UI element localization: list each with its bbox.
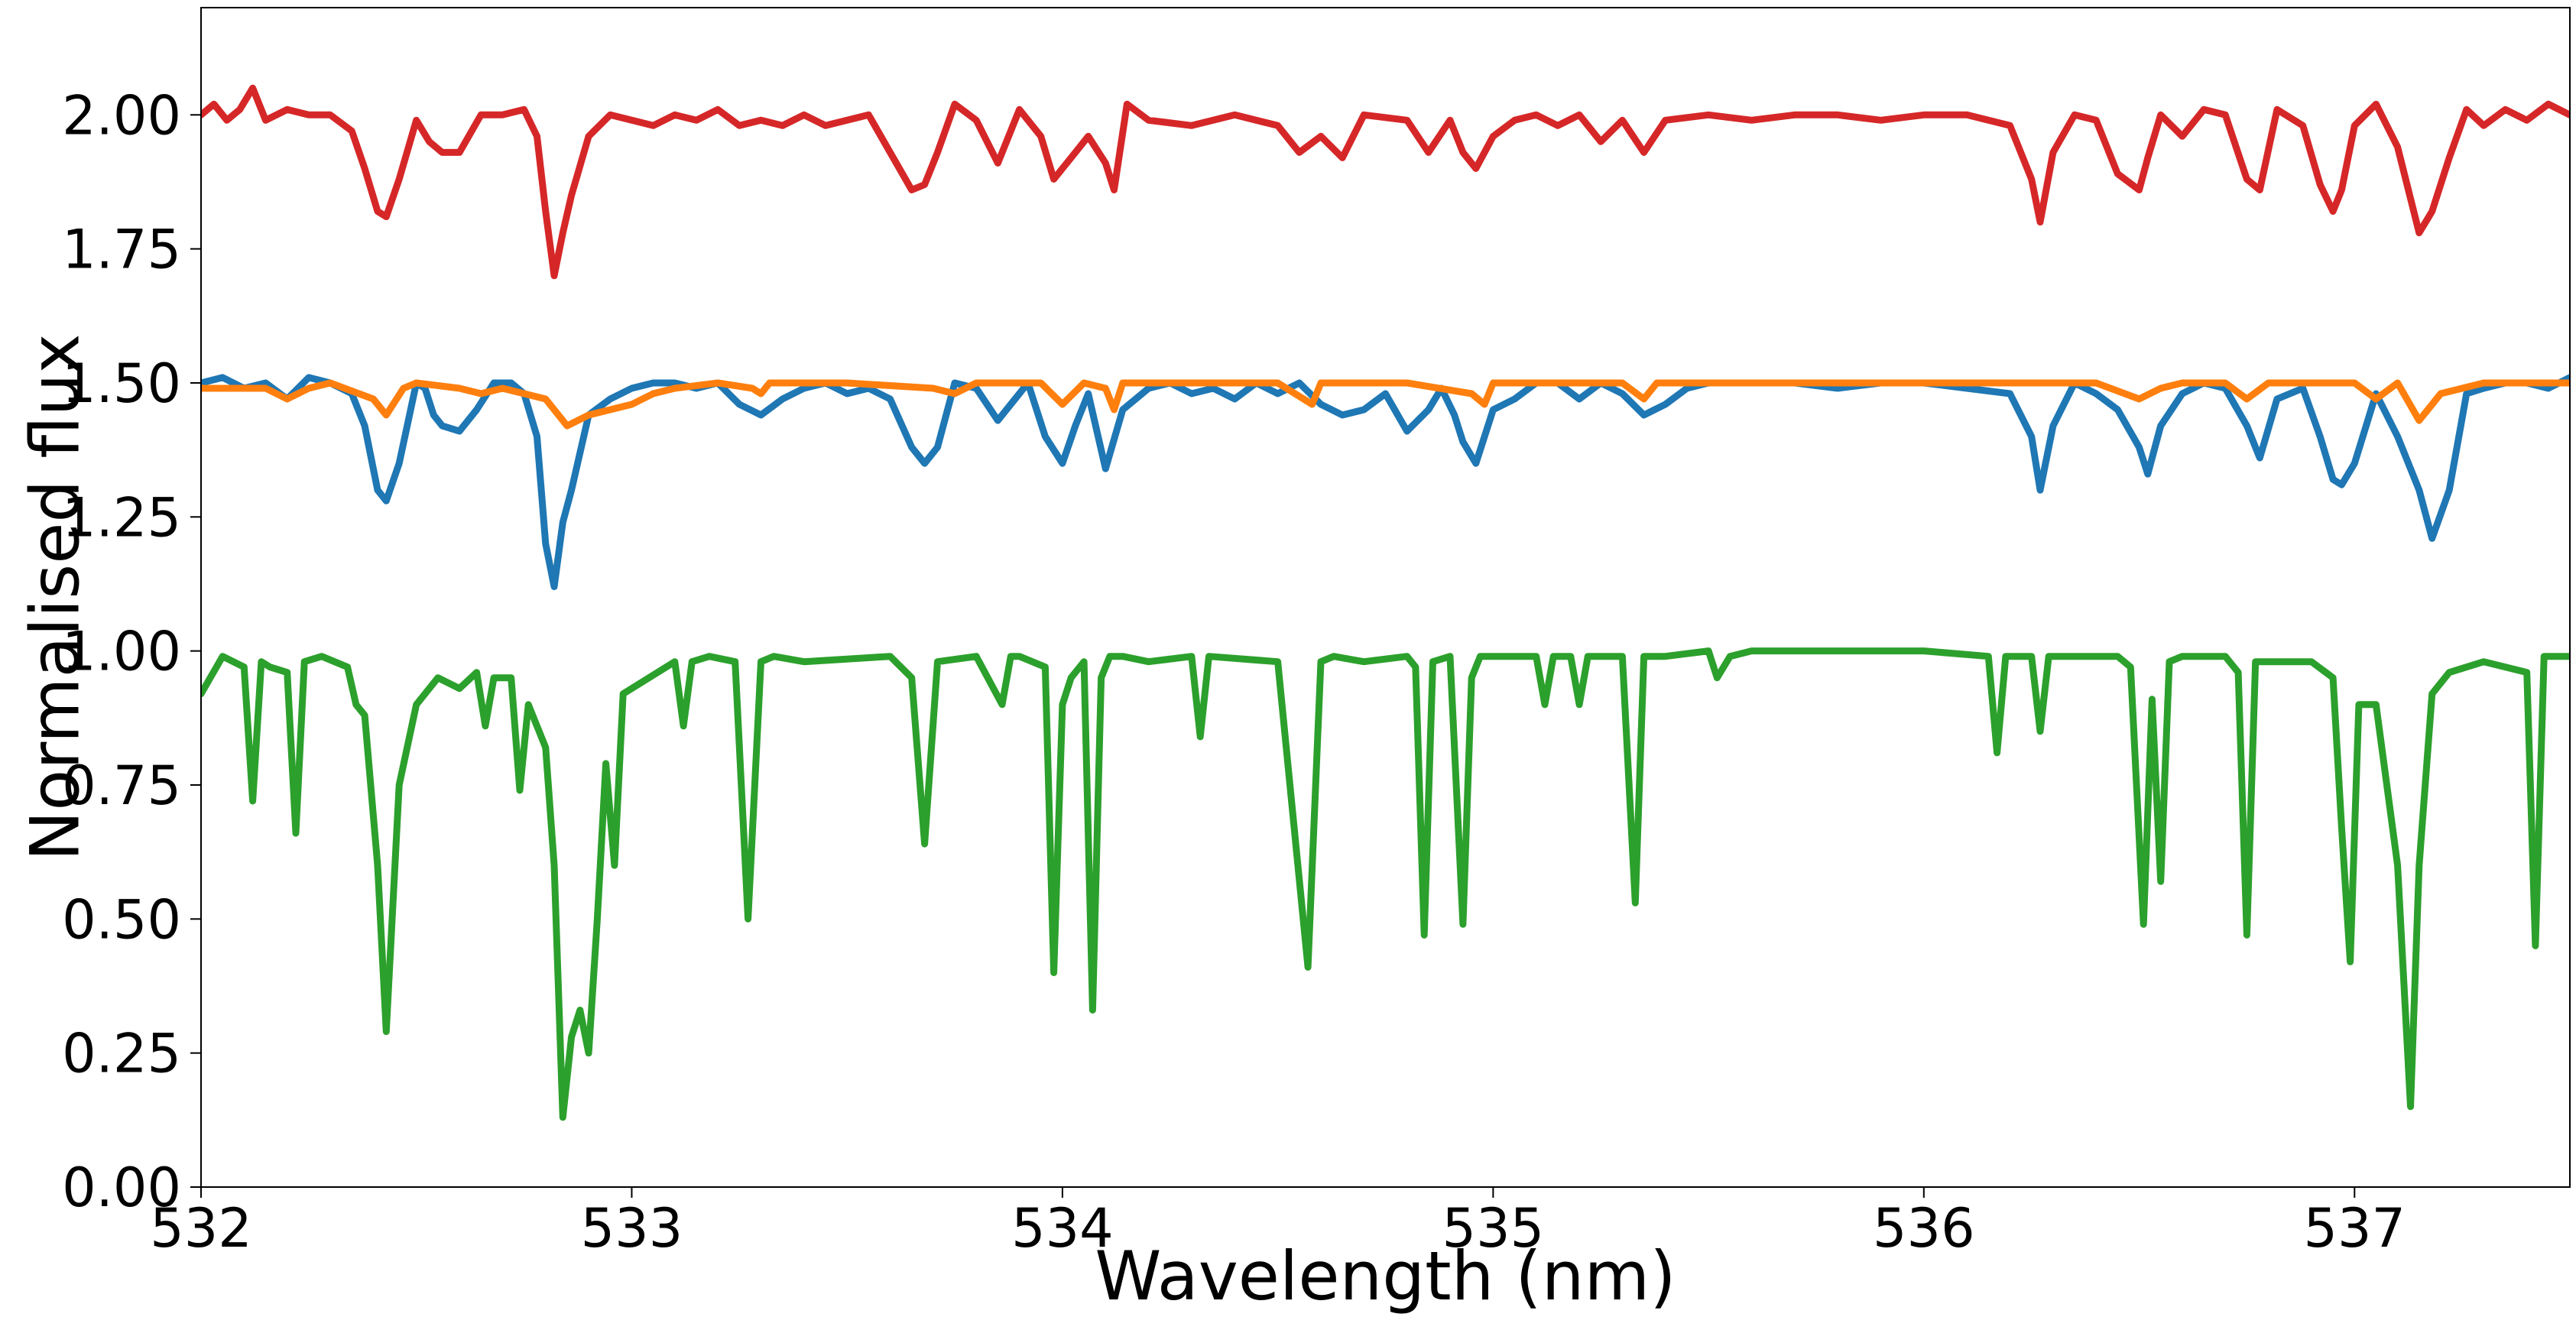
y-tick-label: 0.25 [62,1023,181,1085]
x-tick-label: 535 [1442,1197,1545,1260]
x-tick-label: 537 [2303,1197,2406,1260]
y-tick-label: 1.00 [62,621,181,683]
plot-frame [200,7,2571,1188]
y-tick-label: 0.75 [62,754,181,817]
series-line-3 [201,84,2570,280]
y-axis-label: Normalised flux [16,334,95,861]
x-tick-label: 536 [1873,1197,1975,1260]
series-layer [201,84,2570,1121]
x-tick-label: 533 [581,1197,683,1260]
y-tick-label: 1.75 [62,219,181,281]
x-axis-label: Wavelength (nm) [1095,1237,1676,1315]
x-tick-label: 534 [1011,1197,1114,1260]
series-line-0 [201,647,2570,1121]
y-tick-label: 1.25 [62,486,181,549]
y-tick-label: 0.50 [62,888,181,951]
axes-layer: 532 533 534 535 536 537 0.00 0.25 0.50 0.75 1.00 1.… [62,7,2571,1260]
y-tick-label: 2.00 [62,84,181,147]
x-tick-label: 532 [150,1197,252,1260]
y-tick-label: 0.00 [62,1156,181,1219]
series-line-2 [201,379,2570,430]
y-tick-label: 1.50 [62,352,181,415]
